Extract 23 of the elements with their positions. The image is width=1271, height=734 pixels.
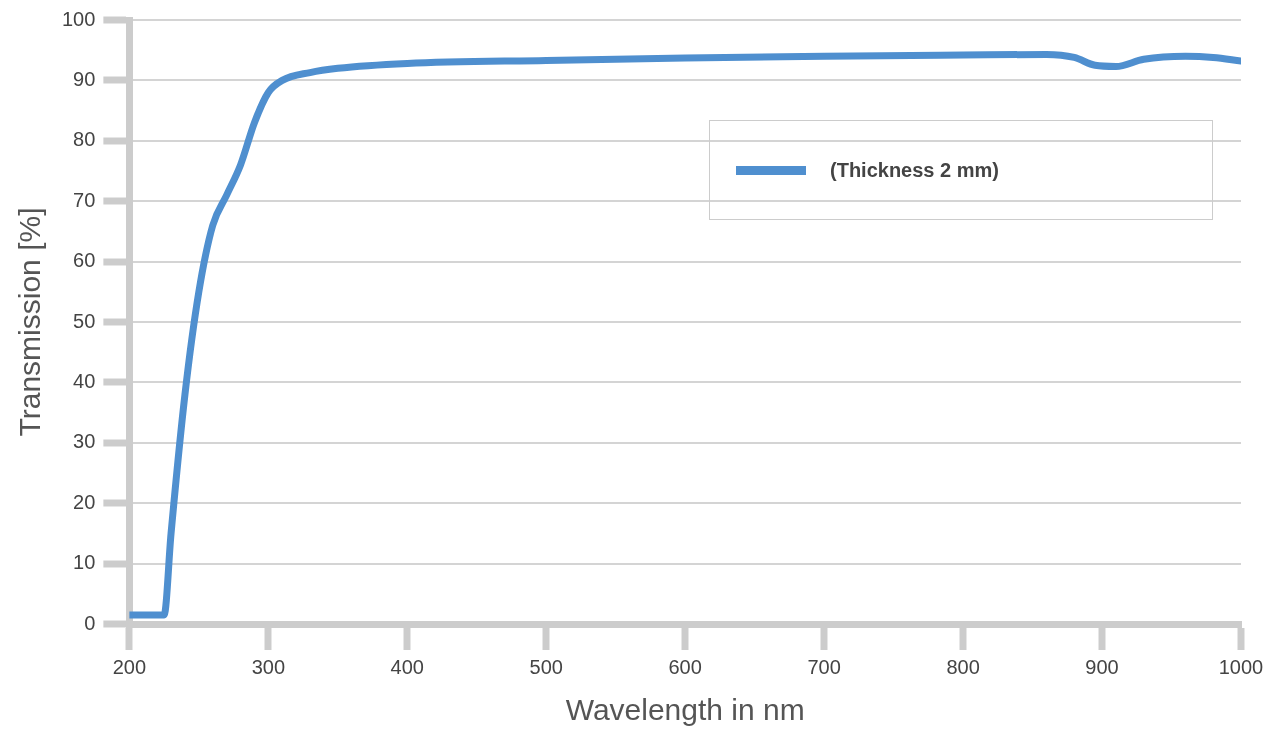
x-tick-label: 200	[112, 655, 147, 678]
x-tick-label: 400	[390, 655, 424, 678]
x-axis-title: Wavelength in nm	[565, 693, 805, 727]
x-tick-label: 1000	[1218, 655, 1264, 678]
y-tick-label: 70	[73, 188, 96, 211]
y-tick-label: 60	[73, 249, 96, 272]
y-tick-label: 90	[73, 67, 96, 90]
x-tick-label: 500	[529, 655, 563, 678]
y-tick-label: 50	[73, 309, 96, 332]
x-tick-label: 700	[807, 655, 841, 678]
y-tick-label: 100	[61, 7, 96, 30]
y-tick-label: 0	[84, 611, 96, 634]
y-tick-label: 40	[73, 369, 96, 392]
legend-label: (Thickness 2 mm)	[830, 158, 1000, 182]
x-tick-label: 900	[1085, 655, 1119, 678]
y-tick-label: 20	[73, 490, 96, 513]
y-axis-title: Transmission [%]	[13, 207, 47, 437]
x-tick-label: 600	[668, 655, 702, 678]
x-tick-label: 300	[251, 655, 286, 678]
y-tick-label: 10	[73, 551, 96, 574]
y-tick-label: 80	[73, 128, 96, 151]
y-tick-label: 30	[73, 430, 96, 453]
x-tick-label: 800	[946, 655, 980, 678]
